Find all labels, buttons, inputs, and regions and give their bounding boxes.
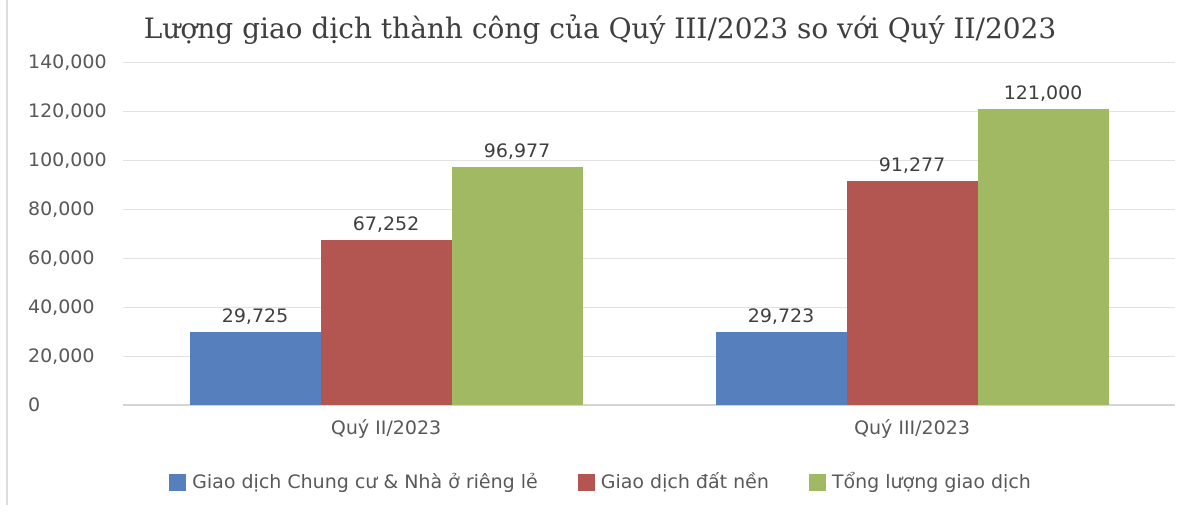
- y-tick-label: 100,000: [28, 149, 107, 171]
- legend-item: Giao dịch đất nền: [577, 471, 769, 493]
- left-frame-line: [6, 0, 8, 505]
- y-tick-label: 140,000: [28, 51, 107, 73]
- y-tick-label: 120,000: [28, 100, 107, 122]
- bar-Quý III/2023-series-1: [715, 332, 847, 405]
- bar-Quý II/2023-series-1: [189, 332, 321, 405]
- value-label: 29,723: [747, 305, 815, 328]
- chart-title: Lượng giao dịch thành công của Quý III/2…: [143, 12, 1057, 45]
- legend-label: Giao dịch đất nền: [600, 471, 769, 493]
- y-tick-label: 0: [28, 394, 41, 416]
- gridline: [123, 356, 1175, 357]
- gridline: [123, 258, 1175, 259]
- legend-swatch: [169, 473, 187, 491]
- value-label: 29,725: [221, 305, 289, 328]
- value-label: 67,252: [352, 213, 420, 236]
- x-tick-label: Quý II/2023: [330, 417, 442, 439]
- legend-label: Tổng lượng giao dịch: [831, 471, 1031, 493]
- gridline: [123, 62, 1175, 63]
- bar-Quý III/2023-series-3: [977, 108, 1109, 405]
- bar-Quý II/2023-series-2: [320, 240, 452, 405]
- plot-area: 29,725 67,252 96,977 29,723 91,277 121,000: [123, 62, 1175, 406]
- y-tick-label: 80,000: [28, 198, 95, 220]
- legend-item: Tổng lượng giao dịch: [808, 471, 1031, 493]
- legend-label: Giao dịch Chung cư & Nhà ở riêng lẻ: [192, 471, 538, 493]
- value-label: 91,277: [878, 154, 946, 177]
- bar-Quý II/2023-series-3: [451, 167, 583, 405]
- legend-swatch: [808, 473, 826, 491]
- value-label: 121,000: [1003, 81, 1083, 104]
- value-label: 96,977: [483, 140, 551, 163]
- x-axis-line: [123, 404, 1175, 406]
- gridline: [123, 160, 1175, 161]
- legend: Giao dịch Chung cư & Nhà ở riêng lẻ Giao …: [0, 471, 1200, 493]
- legend-item: Giao dịch Chung cư & Nhà ở riêng lẻ: [169, 471, 538, 493]
- x-tick-label: Quý III/2023: [854, 417, 970, 439]
- bar-Quý III/2023-series-2: [846, 181, 978, 405]
- y-tick-label: 60,000: [28, 247, 95, 269]
- gridline: [123, 111, 1175, 112]
- legend-swatch: [577, 473, 595, 491]
- gridline: [123, 209, 1175, 210]
- y-tick-label: 40,000: [28, 296, 95, 318]
- y-tick-label: 20,000: [28, 345, 95, 367]
- gridline: [123, 307, 1175, 308]
